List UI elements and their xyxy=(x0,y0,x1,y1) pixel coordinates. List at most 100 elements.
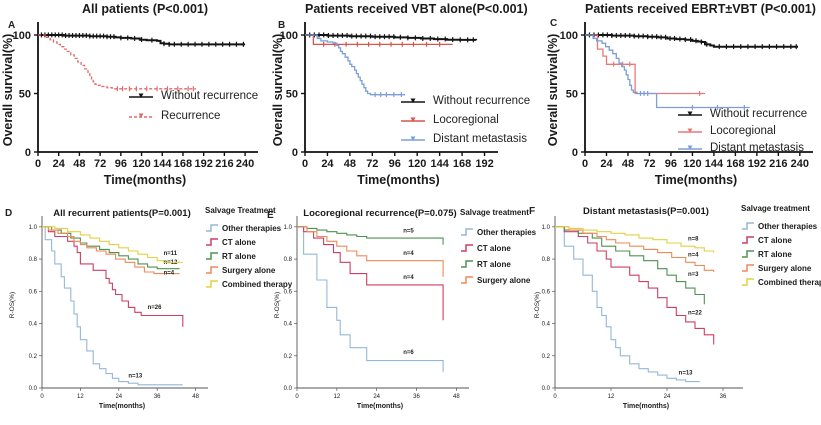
panel-letter: E xyxy=(267,210,274,221)
svg-text:0.4: 0.4 xyxy=(29,322,38,328)
svg-text:Time(months): Time(months) xyxy=(623,403,669,410)
km-curve xyxy=(305,34,478,41)
legend-label: Other therapies xyxy=(758,221,818,231)
svg-text:0.0: 0.0 xyxy=(542,386,551,392)
svg-text:0.6: 0.6 xyxy=(542,289,551,295)
legend-label: RT alone xyxy=(758,249,792,259)
legend-item-surgery-alone: Surgery alone xyxy=(205,265,292,275)
legend-title: Salvage treatment xyxy=(460,208,529,217)
svg-text:120: 120 xyxy=(408,158,426,170)
panel-vbt-alone: B Patients received VBT alone(P<0.001) 0… xyxy=(270,0,545,200)
svg-text:72: 72 xyxy=(366,158,378,170)
n-count-label: n=3 xyxy=(688,272,699,278)
panel-locoregional-recurrence: E Locoregional recurrence(P=0.075) 0 12 24… xyxy=(265,200,555,425)
legend-swatch-icon xyxy=(206,266,218,274)
svg-text:120: 120 xyxy=(683,158,701,170)
km-curve xyxy=(38,34,196,90)
svg-text:36: 36 xyxy=(720,394,727,400)
n-count-label: n=4 xyxy=(403,251,414,257)
svg-text:144: 144 xyxy=(430,158,449,170)
plot-canvas: 0 24 48 72 96 120 144 168 192 216 240050100Time(mo… xyxy=(546,22,813,187)
legend-swatch-icon xyxy=(461,260,473,268)
km-curve xyxy=(555,226,715,272)
legend-swatch-icon xyxy=(461,244,473,252)
legend-item-combined-therapy: Combined therapy xyxy=(205,279,292,289)
svg-text:Overall survival(%): Overall survival(%) xyxy=(1,34,15,147)
legend-swatch-icon xyxy=(742,222,754,230)
km-curve xyxy=(555,226,705,305)
panel-all-recurrent: D All recurrent patients(P=0.001) 0 12 24 3… xyxy=(0,200,292,425)
n-count-label: n=6 xyxy=(403,350,414,356)
legend-label: CT alone xyxy=(758,235,792,245)
legend-label: Without recurrence xyxy=(161,90,259,102)
svg-text:0.2: 0.2 xyxy=(284,354,293,360)
n-count-label: n=4 xyxy=(688,253,699,259)
km-curve xyxy=(42,226,183,263)
legend-item-without-recurrence: Without recurrence xyxy=(128,90,258,102)
legend-item-without-recurrence: Without recurrence xyxy=(400,95,530,107)
legend-item-other-therapies: Other therapies xyxy=(205,223,292,233)
plot-canvas: 0 24 48 72 96 120 144 168 192 216 240050100Time(mo… xyxy=(1,22,258,187)
legend: Salvage treatment Other therapies CT alone… xyxy=(741,204,821,287)
legend-label: Surgery alone xyxy=(758,263,812,273)
svg-text:216: 216 xyxy=(769,158,787,170)
legend: Salvage Treatment Other therapies CT alone… xyxy=(205,206,292,289)
svg-text:24: 24 xyxy=(115,394,122,400)
svg-text:144: 144 xyxy=(153,158,172,170)
svg-text:36: 36 xyxy=(154,394,161,400)
legend: Without recurrence Locoregional Distant me… xyxy=(677,108,807,154)
km-plot-distant: 0 12 24 36 0.0 0.2 0.4 0.6 0.8 1.0 Time(months) R-O… xyxy=(525,200,821,425)
legend-label: Distant metastasis xyxy=(433,133,527,145)
legend-item-rt-alone: RT alone xyxy=(460,259,536,269)
svg-text:100: 100 xyxy=(560,30,578,42)
svg-text:192: 192 xyxy=(748,158,766,170)
km-curve xyxy=(42,226,180,275)
svg-text:96: 96 xyxy=(115,158,127,170)
km-curve xyxy=(297,226,444,321)
legend-swatch-icon xyxy=(461,276,473,284)
svg-text:0.4: 0.4 xyxy=(284,322,293,328)
km-plot-all-recurrent: 0 12 24 36 48 0.0 0.2 0.4 0.6 0.8 1.0 Time(months) R… xyxy=(0,200,288,425)
svg-text:72: 72 xyxy=(94,158,106,170)
svg-text:0.2: 0.2 xyxy=(29,354,38,360)
legend-label: Other therapies xyxy=(477,227,537,237)
svg-text:48: 48 xyxy=(192,394,199,400)
svg-text:R-OS(%): R-OS(%) xyxy=(534,292,541,318)
legend-label: Without recurrence xyxy=(710,108,808,120)
svg-text:Time(months): Time(months) xyxy=(357,173,439,187)
svg-text:240: 240 xyxy=(791,158,809,170)
legend-swatch-icon xyxy=(206,238,218,246)
km-plot-ebrt-vbt: 0 24 48 72 96 120 144 168 192 216 240 0 50 100 Time(mo… xyxy=(545,0,821,205)
panel-distant-metastasis: F Distant metastasis(P=0.001) 0 12 24 36 0.0… xyxy=(525,200,821,425)
svg-text:0: 0 xyxy=(292,147,298,159)
legend-title: Salvage treatment xyxy=(741,204,810,213)
n-count-label: n=4 xyxy=(164,270,175,276)
legend: Salvage treatment Other therapies CT alone… xyxy=(460,208,536,285)
svg-text:24: 24 xyxy=(600,158,613,170)
legend-swatch-icon xyxy=(129,113,153,118)
panel-ebrt-vbt: C Patients received EBRT±VBT (P<0.001) 0… xyxy=(545,0,821,200)
svg-text:48: 48 xyxy=(73,158,85,170)
panel-title: Distant metastasis(P=0.001) xyxy=(583,206,709,217)
svg-text:0.8: 0.8 xyxy=(542,257,551,263)
legend-label: RT alone xyxy=(222,251,256,261)
panel-letter: A xyxy=(8,20,16,31)
svg-text:0.0: 0.0 xyxy=(284,386,293,392)
legend-item-surgery-alone: Surgery alone xyxy=(460,275,536,285)
svg-text:100: 100 xyxy=(13,30,31,42)
svg-text:48: 48 xyxy=(622,158,634,170)
svg-text:48: 48 xyxy=(344,158,356,170)
svg-text:0.4: 0.4 xyxy=(542,322,551,328)
svg-text:1.0: 1.0 xyxy=(29,225,38,231)
svg-text:0.0: 0.0 xyxy=(29,386,38,392)
svg-text:24: 24 xyxy=(53,158,66,170)
svg-text:168: 168 xyxy=(453,158,471,170)
svg-text:168: 168 xyxy=(726,158,744,170)
plot-canvas: 0 12 24 36 48 0.0 0.2 0.4 0.6 0.8 1.0 Time(months) R… xyxy=(9,216,208,410)
svg-text:0: 0 xyxy=(25,147,31,159)
svg-text:0: 0 xyxy=(553,394,557,400)
svg-text:12: 12 xyxy=(333,394,340,400)
km-curve xyxy=(555,226,700,383)
plot-canvas: 0 12 24 36 0.0 0.2 0.4 0.6 0.8 1.0 Time(months) R-O… xyxy=(534,216,743,410)
